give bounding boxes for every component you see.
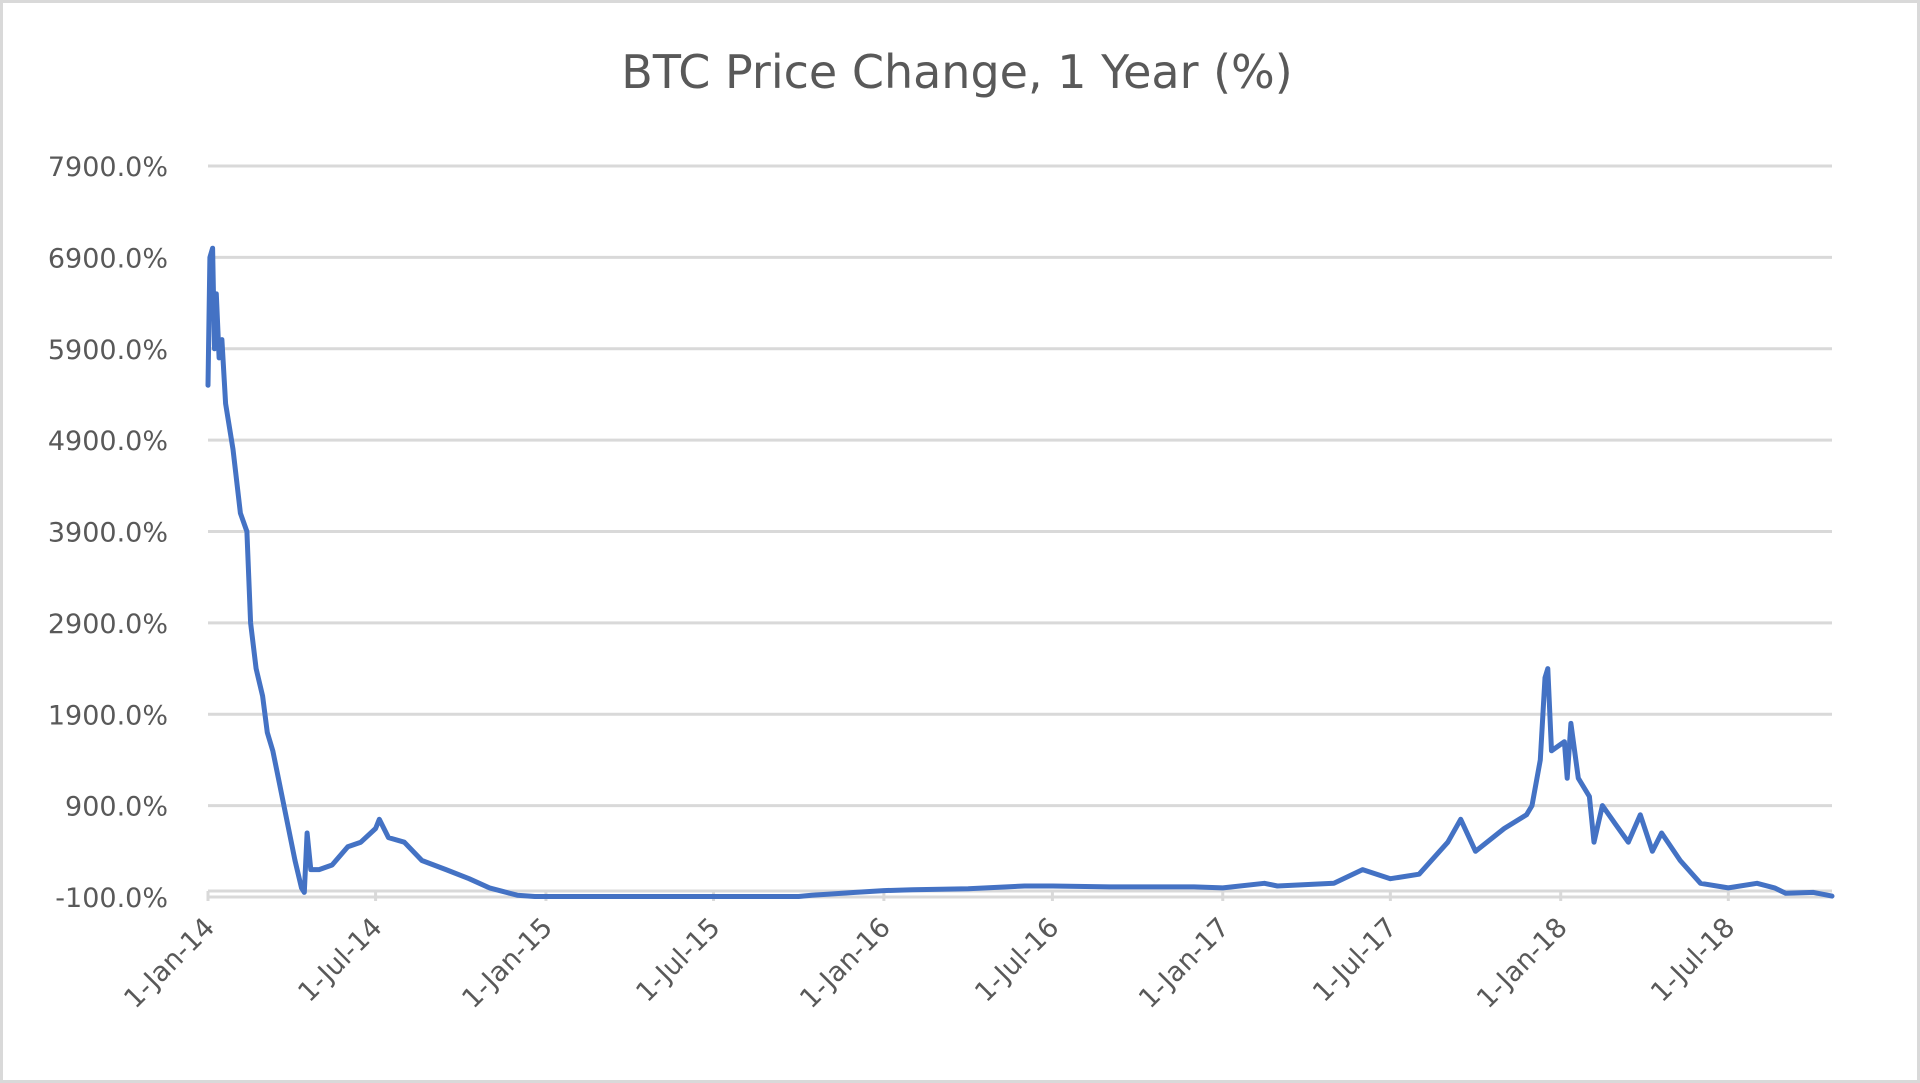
y-tick-label: 5900.0% (48, 335, 168, 366)
gridlines (208, 164, 1832, 899)
x-tick-label: 1-Jul-18 (1645, 912, 1741, 1008)
x-tick-label: 1-Jan-15 (456, 912, 559, 1015)
y-tick-label: 3900.0% (48, 518, 168, 549)
y-tick-label: 6900.0% (48, 243, 168, 274)
series-line (205, 245, 1835, 899)
x-tick-label: 1-Jul-14 (292, 912, 388, 1008)
series-group (205, 245, 1835, 899)
x-tick-label: 1-Jan-17 (1133, 912, 1236, 1015)
x-tick-label: 1-Jul-15 (630, 912, 726, 1008)
y-tick-label: -100.0% (55, 883, 168, 914)
x-tick-label: 1-Jul-16 (969, 912, 1065, 1008)
x-tick-label: 1-Jan-16 (794, 912, 897, 1015)
y-axis-ticks: -100.0% 900.0% 1900.0% 2900.0% 3900.0% 4900.0… (48, 152, 168, 914)
x-tick-label: 1-Jan-18 (1471, 912, 1574, 1015)
y-tick-label: 7900.0% (48, 152, 168, 183)
y-tick-label: 2900.0% (48, 609, 168, 640)
y-tick-label: 4900.0% (48, 426, 168, 457)
chart-title: BTC Price Change, 1 Year (%) (621, 45, 1292, 99)
x-tick-label: 1-Jul-17 (1307, 912, 1403, 1008)
y-tick-label: 900.0% (65, 792, 168, 823)
y-tick-label: 1900.0% (48, 700, 168, 731)
x-axis: 1-Jan-14 1-Jul-14 1-Jan-15 1-Jul-15 1-Jan-16… (118, 889, 1832, 1015)
x-tick-label: 1-Jan-14 (118, 912, 221, 1015)
